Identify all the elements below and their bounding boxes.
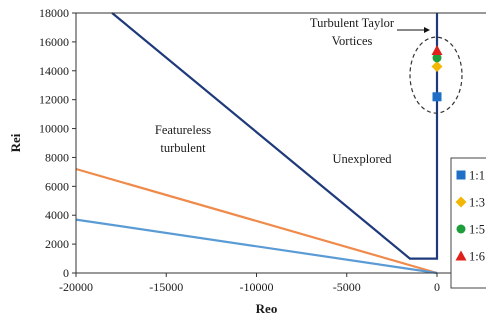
legend-marker-1-6 xyxy=(455,250,467,261)
legend-marker-1-3 xyxy=(455,196,467,208)
x-axis-title: Reo xyxy=(256,301,278,316)
y-tick-label: 6000 xyxy=(45,179,69,193)
featureless-label-line-2: turbulent xyxy=(160,141,206,155)
series-line-3 xyxy=(75,218,438,275)
taylor-label-line-1: Turbulent Taylor xyxy=(310,16,395,30)
series-line-2 xyxy=(75,167,438,275)
chart-legend: 1:1 1:3 1:5 1:6 xyxy=(450,157,486,289)
legend-marker-1-5 xyxy=(456,224,466,234)
data-point-1-5 xyxy=(432,53,442,63)
featureless-label-line-1: Featureless xyxy=(155,123,211,137)
chart-axes xyxy=(72,12,486,277)
taylor-vortices-ellipse xyxy=(409,36,463,114)
taylor-label-line-2: Vortices xyxy=(332,34,373,48)
taylor-vortices-region xyxy=(409,36,463,114)
chart-text: 0 2000 4000 6000 8000 10000 12000 14000 16000 180… xyxy=(8,6,440,316)
taylor-arrow-head xyxy=(424,27,430,33)
x-tick-label: -5000 xyxy=(333,280,361,294)
chart-points xyxy=(431,45,443,102)
unexplored-label: Unexplored xyxy=(332,152,392,166)
legend-label: 1:6 xyxy=(469,250,485,264)
data-point-1-3 xyxy=(431,60,443,72)
legend-box xyxy=(450,157,486,289)
x-tick-label: 0 xyxy=(434,280,440,294)
y-tick-label: 18000 xyxy=(39,6,69,20)
y-tick-label: 2000 xyxy=(45,237,69,251)
y-tick-label: 8000 xyxy=(45,150,69,164)
chart-lines xyxy=(75,12,439,275)
y-tick-label: 0 xyxy=(63,266,69,280)
y-axis-title: Rei xyxy=(8,133,23,152)
y-tick-label: 12000 xyxy=(39,93,69,107)
y-tick-label: 10000 xyxy=(39,122,69,136)
x-tick-label: -10000 xyxy=(240,280,274,294)
y-tick-label: 16000 xyxy=(39,35,69,49)
series-line-1 xyxy=(111,12,439,260)
y-tick-label: 4000 xyxy=(45,208,69,222)
data-point-1-6 xyxy=(431,45,443,56)
x-tick-label: -15000 xyxy=(149,280,183,294)
data-point-1-1 xyxy=(432,92,442,102)
legend-label: 1:5 xyxy=(469,223,485,237)
legend-label: 1:3 xyxy=(469,196,485,210)
x-tick-label: -20000 xyxy=(59,280,93,294)
y-tick-label: 14000 xyxy=(39,64,69,78)
legend-marker-1-1 xyxy=(456,170,466,180)
legend-label: 1:1 xyxy=(469,169,485,183)
